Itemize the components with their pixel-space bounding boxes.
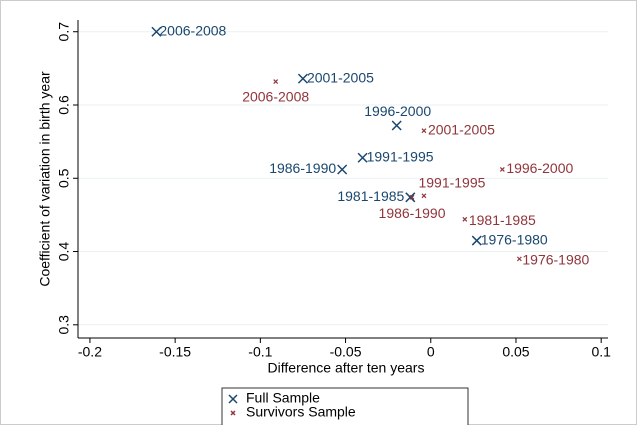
x-tick-label: 0.05 xyxy=(502,344,529,360)
point xyxy=(337,164,348,175)
y-tick-label: 0.7 xyxy=(56,22,72,42)
point-label: 1976-1980 xyxy=(481,231,548,247)
point-label: 1976-1980 xyxy=(522,252,589,268)
x-tick-label: -0.15 xyxy=(159,344,191,360)
point-label: 1991-1995 xyxy=(367,148,434,164)
point xyxy=(471,235,482,246)
point-label: 1986-1990 xyxy=(379,205,446,221)
legend-box xyxy=(221,387,469,425)
point-label: 2006-2008 xyxy=(242,88,309,104)
point xyxy=(516,256,522,262)
point xyxy=(391,120,402,131)
legend-marker xyxy=(230,410,236,416)
x-tick-label: -0.05 xyxy=(330,344,362,360)
point xyxy=(499,167,505,172)
point xyxy=(297,73,308,84)
y-tick-label: 0.4 xyxy=(56,242,72,262)
point xyxy=(462,216,468,222)
point xyxy=(273,79,279,84)
point-label: 1991-1995 xyxy=(418,175,485,191)
legend-label: Full Sample xyxy=(246,390,320,406)
point-label: 1981-1985 xyxy=(337,188,404,204)
point xyxy=(409,194,415,200)
legend-label: Survivors Sample xyxy=(246,404,356,420)
point-label: 2001-2005 xyxy=(428,121,495,137)
point-label: 1996-2000 xyxy=(364,103,431,119)
point-label: 2001-2005 xyxy=(307,69,374,85)
point-label: 2006-2008 xyxy=(159,22,226,38)
y-axis-title: Coefficient of variation in birth year xyxy=(37,71,53,287)
legend-marker xyxy=(228,394,238,404)
point xyxy=(405,192,416,203)
point xyxy=(421,128,427,134)
point-label: 1986-1990 xyxy=(269,160,336,176)
x-tick-label: 0.1 xyxy=(591,344,611,360)
x-tick-label: -0.2 xyxy=(78,344,102,360)
y-tick-label: 0.5 xyxy=(56,168,72,188)
point xyxy=(421,193,427,199)
y-tick-label: 0.3 xyxy=(56,315,72,335)
y-tick-label: 0.6 xyxy=(56,95,72,115)
point-label: 1981-1985 xyxy=(469,212,536,228)
x-tick-label: 0 xyxy=(427,344,435,360)
x-axis-title: Difference after ten years xyxy=(268,360,425,376)
x-tick-label: -0.1 xyxy=(248,344,272,360)
point xyxy=(151,26,162,37)
point xyxy=(357,152,368,163)
point-label: 1996-2000 xyxy=(506,160,573,176)
